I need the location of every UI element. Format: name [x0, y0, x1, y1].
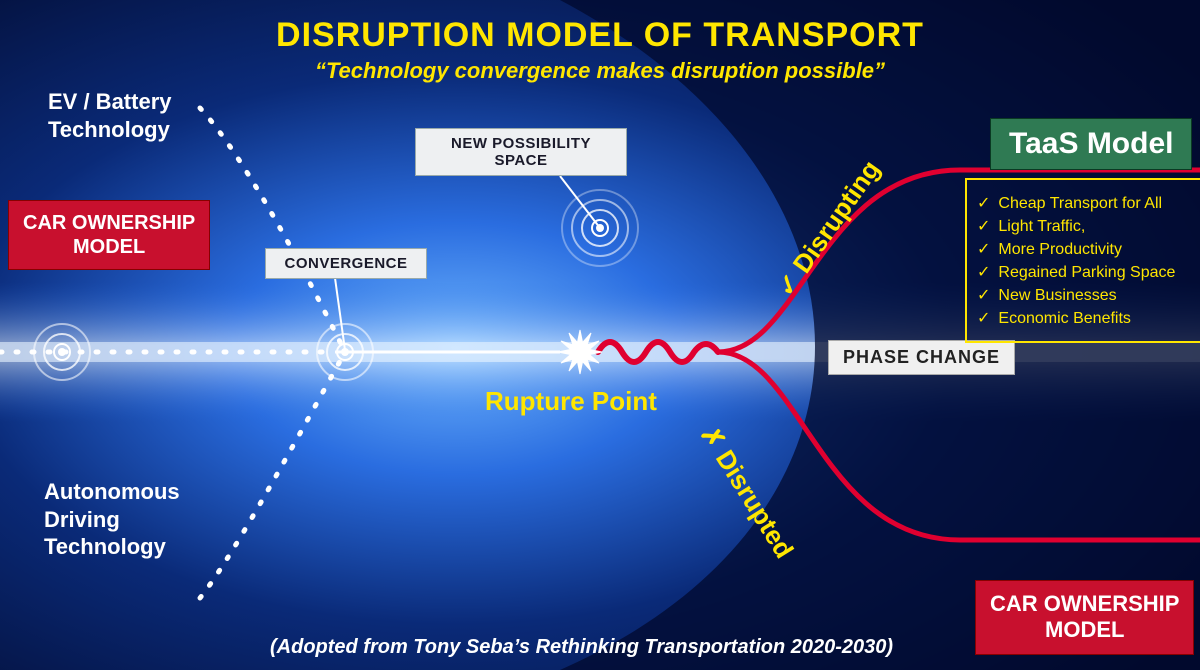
benefit-item: Economic Benefits [977, 308, 1195, 328]
callout-new-possibility-space: NEW POSSIBILITYSPACE [415, 128, 627, 176]
benefit-item: Cheap Transport for All [977, 193, 1195, 213]
taas-model-box: TaaS Model [990, 118, 1192, 170]
credit-line: (Adopted from Tony Seba’s Rethinking Tra… [270, 636, 893, 659]
benefit-item: Light Traffic, [977, 216, 1195, 236]
benefit-item: Regained Parking Space [977, 262, 1195, 282]
car-ownership-left-box: CAR OWNERSHIPMODEL [8, 200, 210, 270]
title: DISRUPTION MODEL OF TRANSPORT [0, 16, 1200, 55]
rupture-point-label: Rupture Point [485, 386, 657, 417]
car-ownership-right-box: CAR OWNERSHIPMODEL [975, 580, 1194, 655]
benefit-item: New Businesses [977, 285, 1195, 305]
label-autonomous: AutonomousDrivingTechnology [44, 478, 180, 561]
benefits-box: Cheap Transport for All Light Traffic, Mor… [965, 178, 1200, 343]
benefit-item: More Productivity [977, 239, 1195, 259]
label-ev-battery: EV / BatteryTechnology [48, 88, 172, 143]
callout-convergence: CONVERGENCE [265, 248, 427, 279]
phase-change-label: PHASE CHANGE [828, 340, 1015, 375]
subtitle: “Technology convergence makes disruption… [0, 58, 1200, 84]
